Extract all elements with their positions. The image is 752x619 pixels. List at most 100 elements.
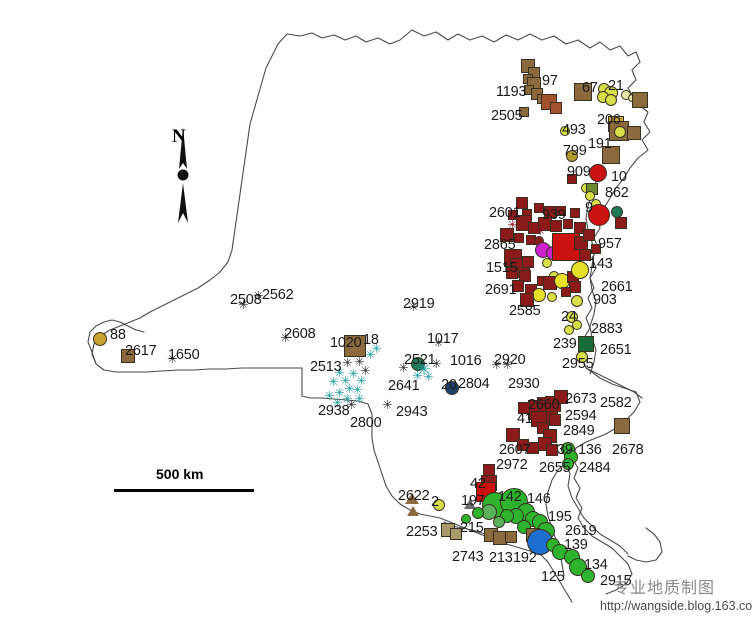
site-id-label: 2678 bbox=[612, 442, 644, 458]
map-symbol-star: ✳ bbox=[253, 288, 264, 303]
map-symbol-circle bbox=[547, 292, 557, 302]
map-symbol-star: ✳ bbox=[328, 374, 339, 389]
map-symbol-circle bbox=[564, 325, 574, 335]
map-symbol-circle bbox=[588, 204, 610, 226]
site-id-label: 88 bbox=[110, 327, 126, 343]
site-id-label: 197 bbox=[461, 493, 485, 509]
map-symbol-star: ✳ bbox=[352, 382, 363, 397]
map-symbol-square bbox=[583, 229, 595, 241]
site-id-label: 213 bbox=[489, 550, 513, 566]
map-symbol-square bbox=[519, 107, 529, 117]
map-symbol-circle bbox=[571, 261, 589, 279]
site-id-label: 2562 bbox=[262, 287, 294, 303]
map-symbol-square bbox=[450, 528, 462, 540]
site-id-label: 2943 bbox=[396, 404, 428, 420]
map-symbol-star: ✳ bbox=[280, 330, 291, 345]
map-symbol-star: ✳ bbox=[365, 347, 376, 362]
map-symbol-square bbox=[561, 287, 571, 297]
site-id-label: 2919 bbox=[403, 296, 435, 312]
map-symbol-star: ✳ bbox=[348, 366, 359, 381]
internal-boundary-se-path bbox=[565, 461, 629, 555]
site-id-label: 2508 bbox=[230, 292, 262, 308]
map-symbol-circle bbox=[566, 150, 578, 162]
north-arrow-icon bbox=[166, 125, 200, 225]
site-id-label: 125 bbox=[541, 569, 565, 585]
map-symbol-square bbox=[527, 442, 539, 454]
map-symbol-square bbox=[512, 280, 524, 292]
map-symbol-square bbox=[574, 83, 592, 101]
map-symbol-star: ✳ bbox=[167, 351, 178, 366]
map-symbol-square bbox=[579, 249, 591, 261]
map-symbol-square bbox=[518, 402, 530, 414]
site-id-label: 21 bbox=[608, 78, 624, 94]
site-id-label: 206 bbox=[597, 112, 621, 128]
site-id-label: 1017 bbox=[427, 331, 459, 347]
site-id-label: 2622 bbox=[398, 488, 430, 504]
map-symbol-star: ✳ bbox=[433, 335, 444, 350]
map-symbol-circle bbox=[589, 164, 607, 182]
site-id-label: 195 bbox=[548, 509, 572, 525]
map-symbol-star: ✳ bbox=[342, 355, 353, 370]
map-symbol-star: ✳ bbox=[324, 388, 335, 403]
site-id-label: 2651 bbox=[600, 342, 632, 358]
site-id-label: 2607 bbox=[499, 442, 531, 458]
map-symbol-star: ✳ bbox=[502, 357, 513, 372]
map-symbol-square bbox=[519, 270, 531, 282]
site-id-label: 2484 bbox=[579, 460, 611, 476]
site-id-label: 1193 bbox=[496, 84, 527, 100]
map-symbol-star: ✳ bbox=[417, 359, 432, 379]
site-id-label: 2660 bbox=[528, 397, 560, 413]
map-symbol-triangle bbox=[464, 499, 476, 509]
watermark-url[interactable]: http://wangside.blog.163.com/ bbox=[600, 599, 752, 613]
map-symbol-circle bbox=[585, 191, 595, 201]
site-id-label: 903 bbox=[593, 292, 617, 308]
map-symbol-star: ✳ bbox=[356, 373, 367, 388]
site-id-label: 136 bbox=[578, 442, 602, 458]
map-symbol-circle bbox=[562, 458, 574, 470]
site-id-label: 939 bbox=[542, 207, 566, 223]
map-symbol-star: ✳ bbox=[412, 368, 423, 383]
map-symbol-square bbox=[602, 146, 620, 164]
map-symbol-star: ✳ bbox=[346, 397, 357, 412]
map-symbol-star: ✳ bbox=[334, 385, 345, 400]
map-symbol-circle bbox=[576, 351, 588, 363]
site-id-label: 2655 bbox=[539, 460, 571, 476]
map-symbol-star: ✳ bbox=[354, 391, 365, 406]
site-id-label: 134 bbox=[584, 557, 608, 573]
site-id-label: 2920 bbox=[494, 352, 526, 368]
site-id-label: 2513 bbox=[310, 359, 342, 375]
map-symbol-star: ✳ bbox=[342, 391, 353, 406]
map-symbol-square bbox=[516, 197, 528, 209]
map-symbol-square bbox=[563, 219, 573, 229]
map-symbol-square bbox=[550, 220, 562, 232]
site-id-label: 41 bbox=[517, 411, 533, 427]
map-symbol-square bbox=[546, 444, 558, 456]
site-id-label: 42 bbox=[470, 476, 486, 492]
map-symbol-square bbox=[614, 418, 630, 434]
map-symbol-square bbox=[632, 92, 648, 108]
map-symbol-square bbox=[554, 390, 568, 404]
map-symbol-triangle bbox=[407, 506, 419, 516]
map-symbol-circle bbox=[560, 126, 570, 136]
map-symbol-star: ✳ bbox=[398, 360, 409, 375]
map-symbol-square bbox=[520, 293, 534, 307]
map-symbol-square bbox=[344, 335, 366, 357]
map-symbol-circle bbox=[493, 516, 505, 528]
map-symbol-star: ✳ bbox=[408, 299, 419, 314]
site-id-label: 24 bbox=[561, 309, 577, 325]
site-id-label: 239 bbox=[553, 336, 577, 352]
site-id-label: 2585 bbox=[509, 303, 541, 319]
map-symbol-star: ✳ bbox=[354, 354, 365, 369]
site-id-label: 2601 bbox=[489, 205, 521, 221]
site-id-label: 146 bbox=[527, 491, 551, 507]
site-id-label: 957 bbox=[598, 236, 622, 252]
site-id-label: 9 bbox=[585, 200, 593, 216]
map-symbol-square bbox=[500, 228, 514, 242]
site-id-label: 18 bbox=[363, 332, 379, 348]
map-symbol-circle bbox=[614, 126, 626, 138]
site-id-label: 2 bbox=[431, 494, 439, 510]
site-id-label: 493 bbox=[562, 122, 586, 138]
map-symbol-star: ✳ bbox=[332, 395, 343, 410]
map-symbol-square bbox=[591, 244, 601, 254]
internal-boundary-east-path bbox=[585, 367, 643, 399]
